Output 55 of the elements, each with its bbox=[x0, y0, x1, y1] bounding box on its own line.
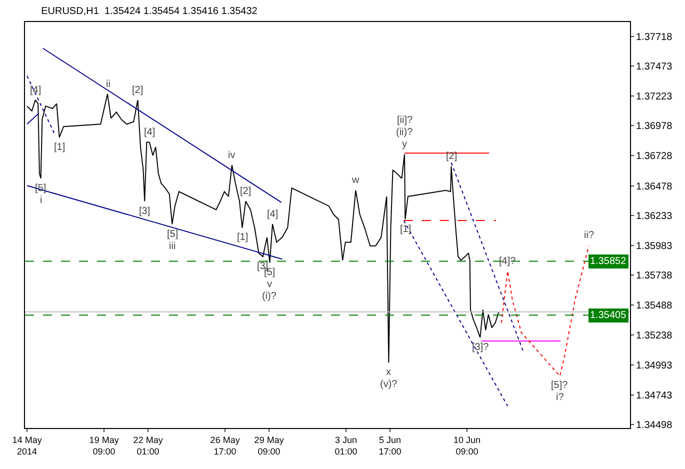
annotation: iii bbox=[169, 241, 176, 252]
annotation: [ii]? bbox=[397, 115, 413, 126]
ref-line-label: 1.35852 bbox=[590, 256, 627, 267]
y-tick-label: 1.34498 bbox=[636, 420, 673, 431]
x-tick-label: 19 May 09:00 bbox=[89, 434, 120, 456]
annotation: ii bbox=[106, 79, 110, 90]
annotation: [1] bbox=[54, 142, 66, 153]
chart-title: EURUSD,H1 1.35424 1.35454 1.35416 1.35432 bbox=[41, 6, 258, 18]
annotation: [1] bbox=[400, 224, 412, 235]
annotation: [5] bbox=[167, 229, 178, 240]
x-tick-label: 26 May 17:00 bbox=[210, 434, 240, 456]
x-tick-label: 5 Jun 17:00 bbox=[378, 434, 402, 456]
line-series bbox=[500, 245, 590, 376]
annotation: ii? bbox=[584, 230, 594, 241]
y-tick-label: 1.36728 bbox=[636, 151, 673, 162]
annotation: w bbox=[351, 175, 360, 186]
annotation: [4] bbox=[30, 85, 42, 96]
annotation: [1] bbox=[237, 232, 248, 243]
x-tick-label: 10 Jun 09:00 bbox=[454, 434, 481, 456]
y-tick-label: 1.35238 bbox=[636, 330, 673, 342]
y-tick-label: 1.37223 bbox=[636, 92, 673, 103]
x-tick-label: 22 May 01:00 bbox=[133, 434, 164, 456]
annotation: (i)? bbox=[262, 291, 277, 302]
y-tick-label: 1.35983 bbox=[636, 240, 673, 252]
ref-line-label: 1.35405 bbox=[590, 310, 627, 321]
y-tick-label: 1.36478 bbox=[636, 181, 673, 192]
annotation: [2] bbox=[132, 85, 144, 96]
y-tick-label: 1.36233 bbox=[636, 210, 673, 222]
y-tick-label: 1.37718 bbox=[636, 32, 673, 43]
annotation: x bbox=[386, 367, 391, 378]
annotation: (ii)? bbox=[396, 127, 414, 138]
annotation: v bbox=[267, 279, 272, 290]
line-series bbox=[26, 94, 500, 364]
annotation: iv bbox=[228, 150, 236, 161]
annotation: y bbox=[402, 139, 407, 150]
annotation: [4]? bbox=[499, 256, 516, 267]
annotation: (v)? bbox=[380, 379, 398, 390]
annotation: [2] bbox=[446, 151, 458, 162]
annotation: i? bbox=[556, 392, 564, 403]
annotation: [2] bbox=[240, 186, 252, 197]
y-tick-label: 1.34993 bbox=[636, 360, 673, 372]
annotation: [5]? bbox=[551, 380, 568, 391]
annotation: [3] bbox=[139, 206, 150, 217]
y-tick-label: 1.34743 bbox=[636, 390, 673, 402]
annotation: [4] bbox=[267, 209, 278, 220]
annotation: i bbox=[40, 195, 42, 206]
annotation: [3]? bbox=[472, 342, 490, 353]
y-tick-label: 1.36978 bbox=[636, 121, 673, 132]
x-tick-label: 3 Jun 01:00 bbox=[334, 434, 358, 456]
annotation: [4] bbox=[144, 127, 156, 138]
x-tick-label: 14 May 2014 bbox=[12, 434, 42, 456]
y-tick-label: 1.37473 bbox=[636, 61, 673, 72]
y-tick-label: 1.35488 bbox=[636, 300, 673, 312]
y-tick-label: 1.35738 bbox=[636, 270, 673, 282]
x-tick-label: 29 May 09:00 bbox=[254, 434, 284, 456]
